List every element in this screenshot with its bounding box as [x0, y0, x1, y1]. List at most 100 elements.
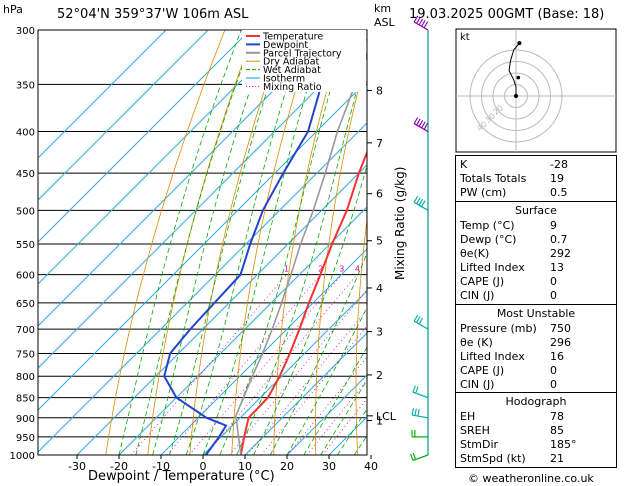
- hodograph-table-title: Hodograph: [505, 395, 567, 408]
- pressure-tick-label: 300: [16, 26, 35, 37]
- isotherm-line: [38, 30, 335, 327]
- wet-adiabat-line: [118, 30, 242, 455]
- surface-row: CAPE (J) 0: [460, 275, 557, 288]
- wind-barb-feather: [414, 408, 417, 416]
- legend-label: Parcel Trajectory: [263, 48, 342, 59]
- wet-adiabat-line: [320, 379, 367, 455]
- wind-barb-feather: [416, 118, 421, 126]
- wind-barb-feather: [416, 316, 421, 323]
- wind-barb-staff: [412, 391, 429, 399]
- temp-tick-label: -30: [68, 460, 86, 473]
- profile-layer: 12346810152025: [163, 30, 367, 455]
- wind-barb: [413, 314, 429, 330]
- isotherm-line: [38, 30, 293, 285]
- wind-barb-staff: [412, 454, 429, 462]
- km-tick-label: 8: [376, 84, 383, 97]
- index-row: K -28: [456, 158, 616, 172]
- wet-adiabat-line: [219, 30, 349, 455]
- wind-barb-feather: [416, 17, 421, 24]
- mixing-ratio-line: [166, 274, 321, 455]
- wind-barb-feather: [415, 386, 419, 394]
- dry-adiabat-line: [231, 30, 315, 455]
- legend-label: Wet Adiabat: [263, 65, 321, 76]
- mixing-ratio-label: 1: [284, 265, 289, 274]
- wet-adiabat-line: [202, 30, 326, 455]
- hodograph-unit-label: kt: [460, 32, 470, 43]
- legend-label: Dry Adiabat: [263, 57, 320, 68]
- pressure-tick-label: 650: [16, 299, 35, 310]
- mixing-ratio-axis-label: Mixing Ratio (g/kg): [393, 166, 407, 280]
- pressure-tick-label: 800: [16, 372, 35, 383]
- wet-adiabat-line: [286, 306, 367, 455]
- pressure-tick-label: 600: [16, 271, 35, 282]
- series-parcel-trajectory: [235, 51, 367, 455]
- x-axis-label: Dewpoint / Temperature (°C): [88, 469, 275, 484]
- wind-barb: [413, 117, 429, 133]
- hodograph-table-box: Hodograph EH 78 SREH 85 StmDir 185° StmSpd …: [455, 392, 617, 468]
- km-tick-label: 6: [376, 188, 383, 201]
- wind-barb: [413, 195, 429, 211]
- mu-row: Pressure (mb) 750: [460, 322, 571, 335]
- mixing-ratio-label: 2: [318, 265, 323, 274]
- legend-label: Isotherm: [263, 74, 305, 85]
- wind-barb-staff: [413, 320, 429, 330]
- isotherm-line: [76, 164, 367, 455]
- index-value: 0.5: [550, 186, 568, 199]
- series-temperature: [239, 149, 367, 455]
- mixing-ratio-line: [260, 325, 367, 455]
- wind-barb-feather: [410, 453, 414, 461]
- grid-layer: [38, 30, 367, 455]
- legend-label: Dewpoint: [263, 40, 308, 51]
- hodograph-frame: [455, 28, 617, 153]
- wind-barb-staff: [413, 21, 429, 31]
- pressure-tick-label: 850: [16, 394, 35, 405]
- wind-barb: [412, 385, 429, 399]
- km-tick-label: 7: [376, 137, 383, 150]
- mu-row: Lifted Index 16: [460, 350, 564, 363]
- wind-barb: [413, 15, 429, 31]
- wind-profile-layer: [410, 15, 429, 462]
- plot-frame: [37, 29, 368, 456]
- wind-barb-feather: [417, 409, 420, 417]
- surface-row: Temp (°C) 9: [460, 219, 557, 232]
- temp-tick-label: 40: [364, 460, 378, 473]
- wind-barb-feather: [421, 121, 426, 129]
- pressure-tick-label: 350: [16, 80, 35, 91]
- wet-adiabat-line: [152, 30, 272, 455]
- lcl-label: LCL: [376, 410, 397, 423]
- isotherm-line: [160, 248, 367, 455]
- mixing-ratio-label: 3: [339, 265, 344, 274]
- most-unstable-box: Most Unstable Pressure (mb) 750 θe (K) 296…: [455, 304, 617, 394]
- copyright-text: © weatheronline.co.uk: [468, 472, 594, 485]
- wind-barb-feather: [411, 408, 415, 416]
- isotherm-line: [38, 30, 167, 159]
- wind-barb: [411, 408, 429, 419]
- wind-barb-feather: [413, 117, 419, 124]
- hodograph-end-dot: [517, 41, 522, 46]
- km-tick-label: 3: [376, 326, 383, 339]
- hodo-row: SREH 85: [460, 424, 564, 437]
- indices-box: K -28 Totals Totals 19 PW (cm) 0.5: [455, 155, 617, 203]
- wind-barb: [411, 429, 428, 438]
- wind-barb-feather: [423, 122, 429, 130]
- dry-adiabat-line: [105, 30, 226, 455]
- temp-tick-label: 10: [238, 460, 252, 473]
- hodo-row: StmSpd (kt) 21: [460, 452, 564, 465]
- isotherm-line: [38, 122, 367, 453]
- wet-adiabat-line: [236, 50, 367, 455]
- temp-tick-label: 0: [200, 460, 207, 473]
- mixing-ratio-line: [130, 274, 287, 455]
- isotherm-line: [38, 30, 251, 243]
- wind-barb-feather: [413, 15, 419, 23]
- pressure-tick-label: 950: [16, 433, 35, 444]
- index-row: PW (cm) 0.5: [456, 186, 616, 200]
- wind-barb-feather: [418, 198, 424, 206]
- hodo-row: StmDir 185°: [460, 438, 577, 451]
- wind-barb-feather: [421, 200, 426, 207]
- wind-barb-feather: [412, 385, 416, 393]
- mixing-ratio-label: 4: [355, 265, 360, 274]
- wind-barb-feather: [423, 21, 429, 29]
- wind-barb-feather: [418, 120, 424, 127]
- dry-adiabat-line: [315, 53, 367, 455]
